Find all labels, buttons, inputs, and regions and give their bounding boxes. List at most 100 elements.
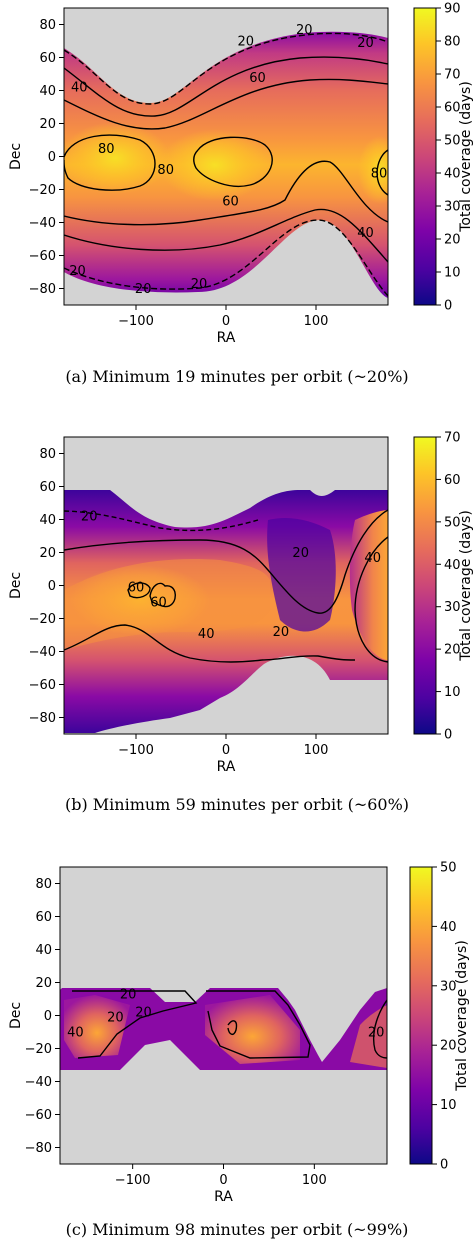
panel-b-xtick-label-1: 0 — [222, 743, 230, 758]
panel-a-contour-label-10: 20 — [69, 264, 86, 279]
panel-b-xlabel: RA — [217, 759, 236, 775]
panel-c-ytick-label-1: 60 — [35, 910, 52, 925]
panel-b-contour-label-1: 60 — [128, 581, 145, 596]
panel-b-ytick-label-1: 60 — [39, 480, 56, 495]
panel-a-contour-40-bottom — [64, 208, 388, 263]
panel-a-cbar-tick-label-9: 0 — [444, 299, 452, 314]
panel-c-contour-label-4: 20 — [368, 1026, 385, 1041]
panel-a-ytick-label-1: 60 — [39, 51, 56, 66]
panel-a-cbar-tick-label-1: 80 — [444, 35, 461, 50]
panel-a-contour-60-bottom — [64, 160, 388, 226]
panel-b-contour-band-top — [64, 509, 388, 614]
panel-a-contour-label-11: 20 — [135, 282, 152, 297]
panel-b-cbar-tick-label-1: 60 — [444, 473, 461, 488]
panel-b-colorbar — [413, 436, 437, 735]
panel-b-xtick-label-2: 100 — [304, 743, 329, 758]
panel-a-contour-label-3: 40 — [71, 81, 88, 96]
panel-a-cbar-tick-label-3: 60 — [444, 101, 461, 116]
panel-b-colorbar-label: Total coverage (days) — [458, 510, 474, 662]
panel-a-contour-label-12: 20 — [191, 277, 208, 292]
panel-a-cbar-tick-label-0: 90 — [444, 2, 461, 17]
panel-c-contour-inner — [227, 1020, 238, 1035]
panel-a-ytick-label-2: 40 — [39, 84, 56, 99]
panel-c-cbar-tick-label-3: 20 — [440, 1039, 457, 1054]
panel-b-ylabel: Dec — [8, 572, 24, 599]
panel-c-cbar-tick-label-0: 50 — [440, 861, 457, 876]
panel-a-ytick-label-4: 0 — [48, 150, 56, 165]
panel-a-ytick-label-0: 80 — [39, 18, 56, 33]
panel-a-ylabel: Dec — [8, 143, 24, 170]
panel-b-ytick-label-2: 40 — [39, 513, 56, 528]
panel-a-ytick-label-3: 20 — [39, 117, 56, 132]
panel-a-contour-label-1: 20 — [296, 23, 313, 38]
panel-b-contour-20-top — [64, 510, 259, 532]
panel-b-xtick-label-0: −100 — [118, 743, 154, 758]
panel-a-cbar-tick-label-2: 70 — [444, 68, 461, 83]
panel-c-cbar-tick-label-2: 30 — [440, 979, 457, 994]
panel-c-ylabel: Dec — [8, 1002, 24, 1029]
panel-c-xtick-label-0: −100 — [115, 1173, 151, 1188]
panel-c-ytick-label-3: 20 — [35, 976, 52, 991]
panel-b-contour-label-3: 20 — [292, 546, 309, 561]
panel-a-contour-label-2: 20 — [357, 36, 374, 51]
panel-a-contour-40-top — [64, 56, 388, 117]
panel-c-xtick-label-2: 100 — [302, 1173, 327, 1188]
panel-a-cbar-tick-label-5: 40 — [444, 167, 461, 182]
panel-c-ytick-label-0: 80 — [35, 877, 52, 892]
panel-a-contour-20-bottom — [64, 219, 388, 297]
panel-b-contour-label-0: 20 — [81, 510, 98, 525]
panel-a-contour-80-mid — [193, 136, 273, 187]
panel-a-cbar-tick-label-6: 30 — [444, 200, 461, 215]
panel-b-ytick-label-5: −20 — [29, 612, 56, 627]
panel-b-ytick-label-4: 0 — [48, 579, 56, 594]
panel-b-ytick-label-3: 20 — [39, 546, 56, 561]
panel-b: 20 60 60 20 40 40 20 −100 0 100 80 60 40 20 0 −20 −40 −6… — [8, 431, 474, 776]
panel-b-ytick-label-7: −60 — [29, 678, 56, 693]
panel-a-contour-label-4: 60 — [249, 71, 266, 86]
panel-a-ytick-label-7: −60 — [29, 249, 56, 264]
panel-c-contour-label-3: 20 — [135, 1006, 152, 1021]
panel-b-cbar-tick-label-7: 0 — [444, 728, 452, 743]
panel-c-cbar-tick-label-5: 0 — [440, 1158, 448, 1173]
panel-c-ytick-label-5: −20 — [25, 1042, 52, 1057]
panel-a-contour-label-9: 40 — [357, 226, 374, 241]
panel-c-xtick-label-1: 0 — [219, 1173, 227, 1188]
panel-a-ytick-label-8: −80 — [29, 282, 56, 297]
panel-a-contour-label-6: 80 — [157, 163, 174, 178]
panel-b-cbar-tick-label-2: 50 — [444, 515, 461, 530]
panel-c-ytick-label-4: 0 — [44, 1009, 52, 1024]
caption-a: (a) Minimum 19 minutes per orbit (~20%) — [65, 367, 409, 386]
panel-a-ytick-label-5: −20 — [29, 183, 56, 198]
panel-b-ytick-label-0: 80 — [39, 447, 56, 462]
panel-a-contour-80-right — [376, 149, 388, 196]
panel-b-contour-60-left — [127, 582, 151, 599]
panel-c-colorbar-label: Total coverage (days) — [454, 940, 470, 1092]
panel-a-cbar-tick-label-7: 20 — [444, 233, 461, 248]
panel-a-colorbar — [413, 7, 437, 306]
panel-b-contour-label-2: 60 — [150, 596, 167, 611]
panel-c-contour-20-left — [72, 990, 198, 1059]
panel-c-colorbar — [409, 866, 433, 1165]
panel-b-cbar-tick-label-0: 70 — [444, 431, 461, 446]
panel-a-cbar-tick-label-4: 50 — [444, 134, 461, 149]
panel-a-contour-label-0: 20 — [238, 35, 255, 50]
panel-c-contour-label-2: 20 — [107, 1011, 124, 1026]
panel-b-contour-20-mid — [261, 655, 356, 661]
panel-b-ytick-label-6: −40 — [29, 645, 56, 660]
panel-c-contour-20-mid — [206, 990, 311, 1059]
panel-b-cbar-tick-label-5: 20 — [444, 643, 461, 658]
panel-c-cbar-tick-label-4: 10 — [440, 1098, 457, 1113]
panel-b-ytick-label-8: −80 — [29, 711, 56, 726]
panel-b-contour-label-4: 40 — [364, 551, 381, 566]
panel-b-contour-60-right — [149, 582, 177, 608]
panel-c-ytick-label-2: 40 — [35, 943, 52, 958]
panel-b-contour-label-5: 40 — [198, 627, 215, 642]
panel-c-contour-label-1: 40 — [67, 1026, 84, 1041]
panel-c-contour-label-0: 20 — [120, 988, 137, 1003]
caption-b: (b) Minimum 59 minutes per orbit (~60%) — [64, 795, 410, 814]
panel-a-xtick-label-0: −100 — [118, 314, 154, 329]
panel-a-contour-60-top — [64, 78, 388, 130]
